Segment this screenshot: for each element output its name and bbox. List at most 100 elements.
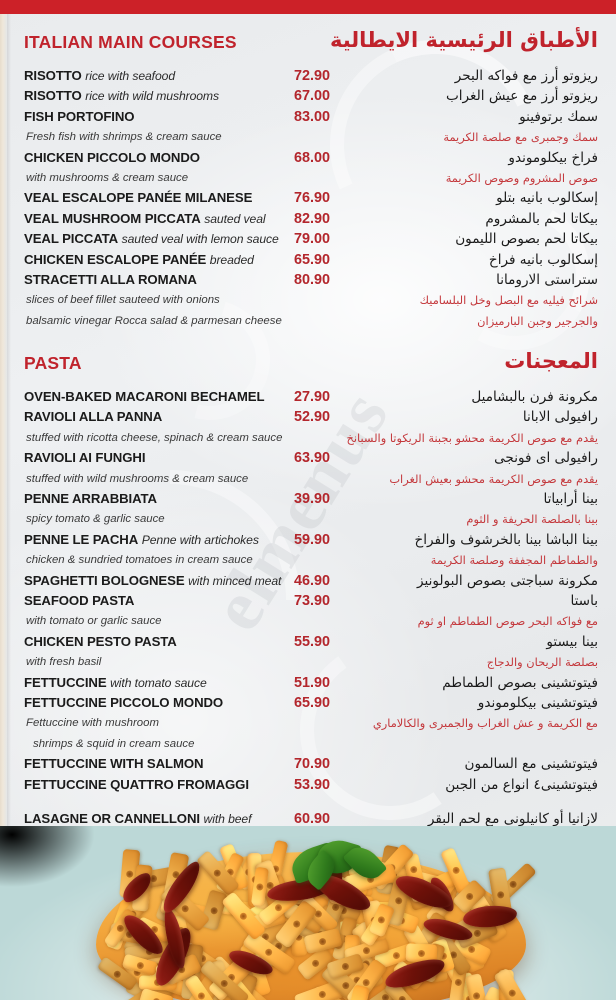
menu-item-row: FETTUCCINE with tomato sauce 51.90 فيتوتشي… xyxy=(0,673,616,693)
menu-item-name-ar: سمك برتوفينو xyxy=(519,108,598,125)
menu-item-name: RAVIOLI AI FUNGHI xyxy=(24,450,146,466)
menu-item-name: RAVIOLI ALLA PANNA xyxy=(24,409,163,425)
menu-item-price: 70.90 xyxy=(293,756,330,773)
menu-item-description: chicken & sundried tomatoes in cream sau… xyxy=(26,554,253,567)
menu-item-name-ar: لازانيا أو كانيلونى مع لحم البقر xyxy=(427,810,598,827)
menu-item-name: LASAGNE OR CANNELLONI with beef xyxy=(24,810,252,826)
menu-item-price: 68.00 xyxy=(293,149,330,166)
menu-item-name: RISOTTO rice with wild mushrooms xyxy=(24,88,219,104)
menu-item-name-ar: بينا الباشا بينا بالخرشوف والفراخ xyxy=(414,531,599,548)
menu-item-description-row: with fresh basil بصلصة الريحان والدجاج xyxy=(0,652,616,672)
menu-item-price: 52.90 xyxy=(293,409,330,426)
top-red-bar xyxy=(0,0,616,14)
menu-item-price: 73.90 xyxy=(293,592,330,609)
menu-item-price: 65.90 xyxy=(293,694,330,711)
left-edge-shadow xyxy=(7,14,11,826)
menu-item-description: with fresh basil xyxy=(26,656,102,669)
menu-item-price: 51.90 xyxy=(293,674,330,691)
menu-item-price: 79.00 xyxy=(293,231,330,248)
menu-item-name: FETTUCCINE WITH SALMON xyxy=(24,756,204,772)
section-title-en: PASTA xyxy=(24,353,82,374)
menu-item-description: stuffed with ricotta cheese, spinach & c… xyxy=(26,431,283,444)
menu-item-description-row: stuffed with wild mushrooms & cream sauc… xyxy=(0,469,616,489)
menu-item-description: stuffed with wild mushrooms & cream sauc… xyxy=(26,472,249,485)
menu-item-description-row: shrimps & squid in cream sauce xyxy=(0,734,616,754)
menu-item-row: VEAL MUSHROOM PICCATA sauted veal 82.90 بي… xyxy=(0,209,616,229)
section-header: ITALIAN MAIN COURSES الأطباق الرئيسية الا… xyxy=(0,28,616,66)
menu-item-description-row: with tomato or garlic sauce مع فواكه البح… xyxy=(0,611,616,631)
left-paper-edge xyxy=(0,14,7,826)
section-title-en: ITALIAN MAIN COURSES xyxy=(24,32,237,52)
menu-item-price: 59.90 xyxy=(293,531,330,548)
menu-item-price: 63.90 xyxy=(293,450,330,467)
menu-item-name: STRACETTI ALLA ROMANA xyxy=(24,271,197,287)
menu-item-name-ar: ريزوتو أرز مع عيش الغراب xyxy=(445,88,598,105)
menu-item-name: VEAL PICCATA sauted veal with lemon sauc… xyxy=(24,231,279,247)
menu-item-row: VEAL ESCALOPE PANÉE MILANESE 76.90 إسكالوب… xyxy=(0,188,616,208)
menu-item-description: balsamic vinegar Rocca salad & parmesan … xyxy=(26,314,282,327)
menu-item-price: 55.90 xyxy=(293,633,330,650)
photo-vignette xyxy=(0,826,120,912)
section-title-ar: الأطباق الرئيسية الايطالية xyxy=(329,28,598,52)
menu-item-name-ar: فيتوتشينى٤ انواع من الجبن xyxy=(445,776,598,793)
menu-item-description-ar: سمك وجمبرى مع صلصة الكريمة xyxy=(443,130,598,145)
menu-item-name-ar: رافيولى الابانا xyxy=(522,409,598,426)
spacer xyxy=(0,795,616,809)
menu-item-name-ar: ريزوتو أرز مع فواكه البحر xyxy=(454,68,598,84)
menu-item-name: VEAL MUSHROOM PICCATA sauted veal xyxy=(24,210,266,226)
menu-item-name: SEAFOOD PASTA xyxy=(24,592,135,608)
menu-item-name: PENNE LE PACHA Penne with artichokes xyxy=(24,531,259,547)
menu-item-name-ar: إسكالوب بانيه فراخ xyxy=(488,251,598,268)
menu-item-name-ar: بينا أرابياتا xyxy=(543,491,598,508)
menu-item-description-row: slices of beef fillet sauteed with onion… xyxy=(0,290,616,310)
menu-item-row: PENNE LE PACHA Penne with artichokes 59.9… xyxy=(0,530,616,550)
menu-item-description: Fettuccine with mushroom xyxy=(26,717,159,730)
menu-item-price: 83.00 xyxy=(293,108,330,125)
menu-item-price: 72.90 xyxy=(293,68,330,84)
menu-item-row: RISOTTO rice with wild mushrooms 67.00 ريز… xyxy=(0,86,616,106)
menu-item-name: SPAGHETTI BOLOGNESE with minced meat xyxy=(24,572,282,588)
menu-item-description-ar: صوص المشروم وصوص الكريمة xyxy=(445,170,598,185)
menu-item-description-row: with mushrooms & cream sauce صوص المشروم … xyxy=(0,168,616,188)
menu-content: ITALIAN MAIN COURSES الأطباق الرئيسية الا… xyxy=(0,14,616,847)
menu-item-name: VEAL ESCALOPE PANÉE MILANESE xyxy=(24,190,253,206)
menu-item-row: PENNE ARRABBIATA 39.90 بينا أرابياتا xyxy=(0,489,616,509)
menu-item-row: CHICKEN PICCOLO MONDO 68.00 فراخ بيكلوموند… xyxy=(0,148,616,168)
menu-item-description: Fresh fish with shrimps & cream sauce xyxy=(26,131,222,144)
menu-item-description: spicy tomato & garlic sauce xyxy=(26,513,165,526)
menu-item-row: FETTUCCINE WITH SALMON 70.90 فيتوتشينى مع … xyxy=(0,754,616,774)
menu-item-name: FISH PORTOFINO xyxy=(24,108,135,124)
menu-item-description-ar: بصلصة الريحان والدجاج xyxy=(486,655,598,670)
menu-item-description-ar: مع الكريمة و عش الغراب والجمبرى والكالام… xyxy=(372,716,598,731)
food-photo xyxy=(0,826,616,1000)
menu-item-name-ar: بيكاتا لحم بالمشروم xyxy=(485,210,598,227)
menu-item-description: slices of beef fillet sauteed with onion… xyxy=(26,294,220,307)
section-header: PASTA المعجنات xyxy=(0,349,616,387)
menu-item-description-ar: والجرجير وجبن البارميزان xyxy=(477,313,598,328)
menu-item-description: with mushrooms & cream sauce xyxy=(26,171,189,184)
menu-item-name-ar: مكرونة فرن بالبشاميل xyxy=(471,389,598,406)
menu-item-name-ar: باستا xyxy=(570,592,598,609)
menu-item-description-ar: شرائح فيليه مع البصل وخل البلساميك xyxy=(419,293,598,308)
pasta-mound xyxy=(96,835,537,1000)
menu-item-name-ar: ستراستى الارومانا xyxy=(496,271,598,288)
menu-item-name-ar: فيتوتشينى بصوص الطماطم xyxy=(442,674,598,691)
menu-item-row: FETTUCCINE PICCOLO MONDO 65.90 فيتوتشينى ب… xyxy=(0,693,616,713)
menu-item-name-ar: رافيولى اى فونجى xyxy=(494,450,598,467)
menu-item-name: CHICKEN ESCALOPE PANÉE breaded xyxy=(24,251,254,267)
menu-item-row: OVEN-BAKED MACARONI BECHAMEL 27.90 مكرونة … xyxy=(0,387,616,407)
menu-item-name-ar: إسكالوب بانيه بتلو xyxy=(496,190,598,207)
menu-item-price: 65.90 xyxy=(293,251,330,268)
menu-item-description: shrimps & squid in cream sauce xyxy=(33,737,195,750)
menu-item-row: RISOTTO rice with seafood 72.90 ريزوتو أرز… xyxy=(0,66,616,86)
menu-item-price: 60.90 xyxy=(293,810,330,827)
menu-item-name-ar: بيكاتا لحم بصوص الليمون xyxy=(455,231,598,248)
menu-item-description-ar: يقدم مع صوص الكريمة محشو بجبنة الريكوتا … xyxy=(346,430,598,445)
menu-item-name: CHICKEN PICCOLO MONDO xyxy=(24,149,200,165)
menu-item-name-ar: فيتوتشينى بيكلوموندو xyxy=(477,694,598,711)
menu-item-price: 76.90 xyxy=(293,190,330,207)
menu-item-name: FETTUCCINE PICCOLO MONDO xyxy=(24,694,224,710)
menu-item-row: RAVIOLI AI FUNGHI 63.90 رافيولى اى فونجى xyxy=(0,448,616,468)
menu-item-description-row: Fresh fish with shrimps & cream sauce سمك… xyxy=(0,127,616,147)
menu-item-description-row: balsamic vinegar Rocca salad & parmesan … xyxy=(0,311,616,331)
